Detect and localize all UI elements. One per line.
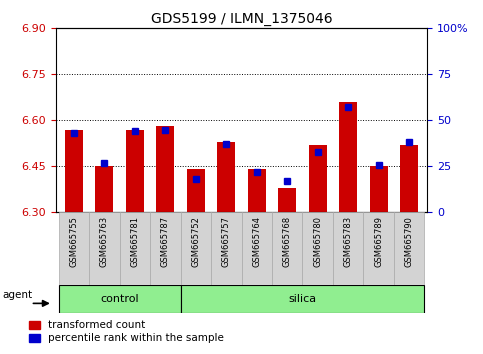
Text: GSM665789: GSM665789 (374, 216, 383, 267)
FancyBboxPatch shape (181, 285, 425, 313)
FancyBboxPatch shape (333, 212, 363, 285)
FancyBboxPatch shape (363, 212, 394, 285)
Bar (309, 145, 327, 212)
Text: GSM665764: GSM665764 (252, 216, 261, 267)
Text: GSM665752: GSM665752 (191, 216, 200, 267)
Bar (186, 170, 205, 212)
Text: GSM665787: GSM665787 (161, 216, 170, 267)
Title: GDS5199 / ILMN_1375046: GDS5199 / ILMN_1375046 (151, 12, 332, 26)
Bar (95, 166, 114, 212)
Text: GSM665757: GSM665757 (222, 216, 231, 267)
Text: silica: silica (288, 294, 316, 304)
FancyBboxPatch shape (272, 212, 302, 285)
Bar (126, 130, 144, 212)
Bar (65, 130, 83, 212)
FancyBboxPatch shape (58, 285, 181, 313)
Text: GSM665780: GSM665780 (313, 216, 322, 267)
FancyBboxPatch shape (181, 212, 211, 285)
FancyBboxPatch shape (89, 212, 120, 285)
Bar (369, 166, 388, 212)
FancyBboxPatch shape (242, 212, 272, 285)
Bar (400, 145, 418, 212)
Text: GSM665768: GSM665768 (283, 216, 292, 267)
FancyBboxPatch shape (211, 212, 242, 285)
Bar (156, 126, 174, 212)
Text: agent: agent (3, 290, 33, 300)
FancyBboxPatch shape (58, 212, 89, 285)
FancyBboxPatch shape (120, 212, 150, 285)
Bar (248, 170, 266, 212)
Bar (217, 142, 235, 212)
Text: control: control (100, 294, 139, 304)
Text: GSM665790: GSM665790 (405, 216, 413, 267)
Text: GSM665781: GSM665781 (130, 216, 139, 267)
FancyBboxPatch shape (150, 212, 181, 285)
Legend: transformed count, percentile rank within the sample: transformed count, percentile rank withi… (29, 320, 224, 343)
Text: GSM665755: GSM665755 (70, 216, 78, 267)
FancyBboxPatch shape (302, 212, 333, 285)
FancyBboxPatch shape (394, 212, 425, 285)
Bar (278, 188, 297, 212)
Text: GSM665763: GSM665763 (100, 216, 109, 267)
Text: GSM665783: GSM665783 (344, 216, 353, 267)
Bar (339, 102, 357, 212)
